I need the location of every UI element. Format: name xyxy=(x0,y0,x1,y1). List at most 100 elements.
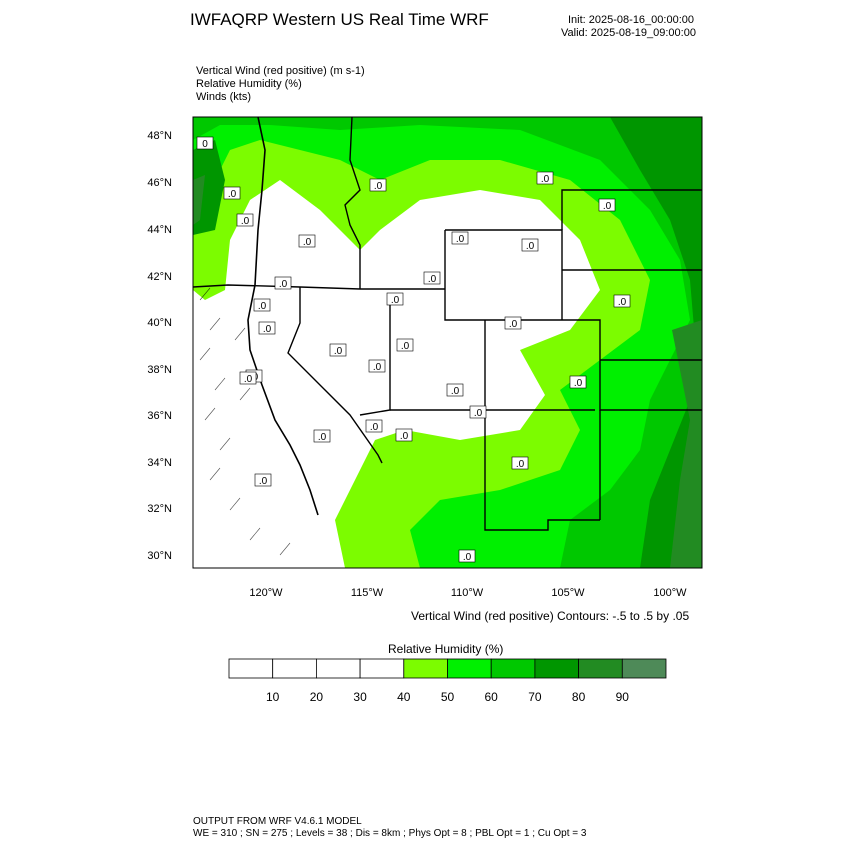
colorbar-box xyxy=(447,658,492,679)
contour-label-box xyxy=(253,298,271,312)
lat-label-48: 48°N xyxy=(147,130,172,142)
contour-label-box xyxy=(313,429,331,443)
contour-label-box xyxy=(298,234,316,248)
contour-label: .0 xyxy=(259,476,268,487)
colorbar xyxy=(228,658,667,679)
contour-label-box xyxy=(329,343,347,357)
lon-label-115: 115°W xyxy=(351,587,384,599)
colorbar-box xyxy=(490,658,536,679)
contour-label-box xyxy=(521,238,539,252)
rh-shading-50 xyxy=(193,117,702,568)
colorbar-label: 80 xyxy=(571,690,586,704)
lon-label-105: 105°W xyxy=(551,587,585,599)
lat-label-46: 46°N xyxy=(147,177,172,189)
footer-config: WE = 310 ; SN = 275 ; Levels = 38 ; Dis … xyxy=(193,828,587,839)
colorbar-label: 30 xyxy=(353,690,367,704)
map-frame xyxy=(192,116,703,569)
field-winds: Winds (kts) xyxy=(196,91,251,103)
contour-label: .0 xyxy=(279,279,288,290)
contour-label: .0 xyxy=(451,386,460,397)
contour-label-box xyxy=(446,383,464,397)
contour-label: .0 xyxy=(509,319,518,330)
contour-label-box xyxy=(511,456,529,470)
contour-label: .0 xyxy=(263,324,272,335)
contour-label: .0 xyxy=(241,216,250,227)
colorbar-box xyxy=(403,658,448,679)
coastline xyxy=(247,117,319,516)
contour-label: .0 xyxy=(456,234,465,245)
colorbar-box xyxy=(534,658,580,679)
lat-label-34: 34°N xyxy=(147,457,172,469)
contour-label: .0 xyxy=(463,552,472,563)
lat-label-40: 40°N xyxy=(147,317,172,329)
contour-label: 0 xyxy=(202,139,208,150)
colorbar-box xyxy=(228,658,274,679)
colorbar-box xyxy=(315,658,361,679)
contour-label-box xyxy=(369,178,387,192)
field-relative-humidity: Relative Humidity (%) xyxy=(196,78,302,90)
contour-label-box xyxy=(451,231,469,245)
contour-label: .0 xyxy=(391,295,400,306)
map-title: IWFAQRP Western US Real Time WRF xyxy=(190,10,489,29)
lat-label-38: 38°N xyxy=(147,364,172,376)
contour-label: .0 xyxy=(428,274,437,285)
colorbar-box xyxy=(578,658,623,679)
contour-label: .0 xyxy=(603,201,612,212)
field-vertical-wind: Vertical Wind (red positive) (m s-1) xyxy=(196,65,365,77)
contour-label: .0 xyxy=(228,189,237,200)
lat-label-42: 42°N xyxy=(147,271,172,283)
lon-label-110: 110°W xyxy=(451,587,484,599)
contour-label: .0 xyxy=(258,301,267,312)
footer-model: OUTPUT FROM WRF V4.6.1 MODEL xyxy=(193,816,362,827)
colorbar-label: 90 xyxy=(615,690,629,704)
contour-label-layer: 0 .0 .0 .0 .0 .0 .0 .0 .0 .0 .0 .0 .0 .0 .0 .0 .0 .0 .0 .0.… xyxy=(196,136,631,563)
contour-note: Vertical Wind (red positive) Contours: -… xyxy=(411,609,690,623)
contour-label-box xyxy=(569,375,587,389)
contour-label-box xyxy=(504,316,522,330)
lat-label-36: 36°N xyxy=(147,410,172,422)
contour-label-box xyxy=(396,338,414,352)
colorbar-label: 60 xyxy=(484,690,498,704)
colorbar-box xyxy=(272,658,317,679)
contour-label: .0 xyxy=(401,341,410,352)
contour-label: .0 xyxy=(474,408,483,419)
colorbar-box xyxy=(621,658,667,679)
contour-label-box xyxy=(254,473,272,487)
rh-shading-70 xyxy=(193,117,702,568)
contour-label: .0 xyxy=(303,237,312,248)
lat-label-44: 44°N xyxy=(147,224,172,236)
colorbar-title: Relative Humidity (%) xyxy=(388,642,504,656)
colorbar-label: 70 xyxy=(528,690,542,704)
colorbar-label: 40 xyxy=(397,690,411,704)
init-time: Init: 2025-08-16_00:00:00 xyxy=(568,14,694,26)
colorbar-box xyxy=(359,658,405,679)
wind-barbs xyxy=(199,287,291,556)
contour-label-box xyxy=(386,292,404,306)
contour-label: .0 xyxy=(244,374,253,385)
contour-label: .0 xyxy=(526,241,535,252)
contour-label: .0 xyxy=(318,432,327,443)
contour-label: .0 xyxy=(334,346,343,357)
contour-label: .0 xyxy=(618,297,627,308)
lat-label-30: 30°N xyxy=(147,550,172,562)
contour-label: .0 xyxy=(516,459,525,470)
lat-label-32: 32°N xyxy=(147,503,172,515)
contour-label-box xyxy=(598,198,616,212)
map-panel xyxy=(193,117,702,568)
contour-label-box xyxy=(613,294,631,308)
contour-label-box xyxy=(536,171,554,185)
contour-label-box xyxy=(236,213,254,227)
contour-label-box xyxy=(196,136,214,150)
contour-label-box xyxy=(469,405,487,419)
contour-label: .0 xyxy=(574,378,583,389)
contour-label: .0 xyxy=(370,422,379,433)
contour-label-box xyxy=(258,321,276,335)
lon-label-100: 100°W xyxy=(653,587,687,599)
contour-label: .0 xyxy=(541,174,550,185)
contour-label-box xyxy=(274,276,292,290)
colorbar-label: 10 xyxy=(266,690,280,704)
contour-label: .0 xyxy=(374,181,383,192)
contour-label-box xyxy=(423,271,441,285)
contour-label-box xyxy=(239,371,257,385)
